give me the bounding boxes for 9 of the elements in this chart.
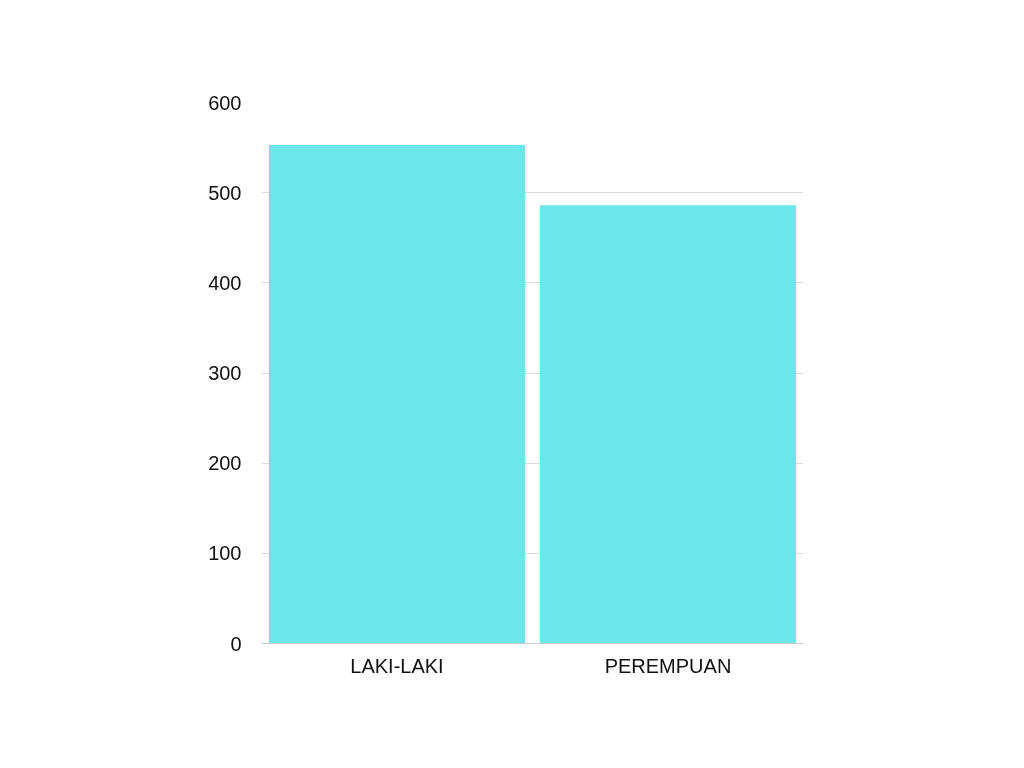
x-tick-label: LAKI-LAKI (350, 654, 444, 677)
y-tick-label: 300 (208, 362, 242, 384)
y-tick-label: 200 (208, 452, 242, 475)
y-tick-label: 100 (208, 542, 242, 565)
x-tick-label: PEREMPUAN (604, 654, 732, 677)
y-tick-label: 400 (208, 271, 242, 294)
y-tick-label: 500 (208, 181, 242, 204)
y-tick-label: 600 (208, 91, 242, 114)
y-tick-label: 0 (230, 632, 242, 655)
